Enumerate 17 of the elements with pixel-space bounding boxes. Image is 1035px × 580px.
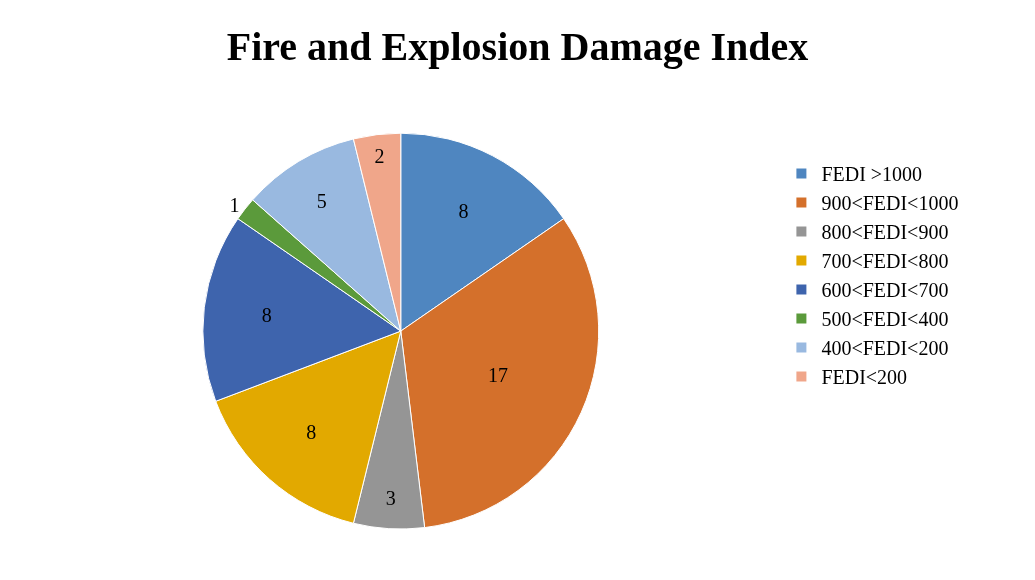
legend-label: 900<FEDI<1000	[821, 192, 959, 215]
legend-label: FEDI >1000	[821, 163, 923, 186]
legend-label: FEDI<200	[821, 366, 908, 389]
legend-label: 800<FEDI<900	[821, 221, 949, 244]
data-label: 1	[229, 193, 240, 216]
data-label: 17	[488, 363, 509, 386]
legend-label: 700<FEDI<800	[821, 250, 949, 273]
legend-label: 600<FEDI<700	[821, 279, 949, 302]
data-label: 8	[261, 303, 272, 326]
legend-label: 400<FEDI<200	[821, 337, 949, 360]
data-label: 3	[385, 487, 396, 510]
chart-title: Fire and Explosion Damage Index	[226, 24, 809, 70]
data-label: 8	[458, 200, 469, 223]
data-label: 8	[306, 421, 317, 444]
data-label: 5	[316, 189, 327, 212]
legend-label: 500<FEDI<400	[821, 308, 949, 331]
data-label: 2	[374, 144, 385, 167]
